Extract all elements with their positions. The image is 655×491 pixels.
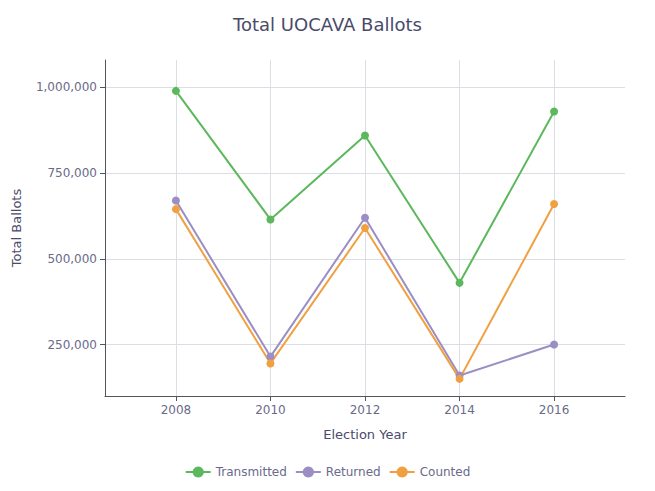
svg-text:250,000: 250,000 (47, 338, 97, 352)
svg-text:2010: 2010 (255, 403, 286, 417)
svg-text:Total UOCAVA Ballots: Total UOCAVA Ballots (232, 14, 422, 35)
svg-text:2014: 2014 (444, 403, 475, 417)
svg-text:750,000: 750,000 (47, 166, 97, 180)
svg-text:Counted: Counted (420, 465, 471, 479)
svg-text:500,000: 500,000 (47, 252, 97, 266)
svg-text:Returned: Returned (326, 465, 381, 479)
svg-text:Transmitted: Transmitted (215, 465, 287, 479)
svg-text:Total Ballots: Total Ballots (9, 189, 24, 269)
svg-text:1,000,000: 1,000,000 (36, 80, 97, 94)
svg-text:2008: 2008 (161, 403, 192, 417)
svg-text:Election Year: Election Year (323, 427, 407, 442)
svg-text:2012: 2012 (350, 403, 381, 417)
svg-text:2016: 2016 (539, 403, 570, 417)
